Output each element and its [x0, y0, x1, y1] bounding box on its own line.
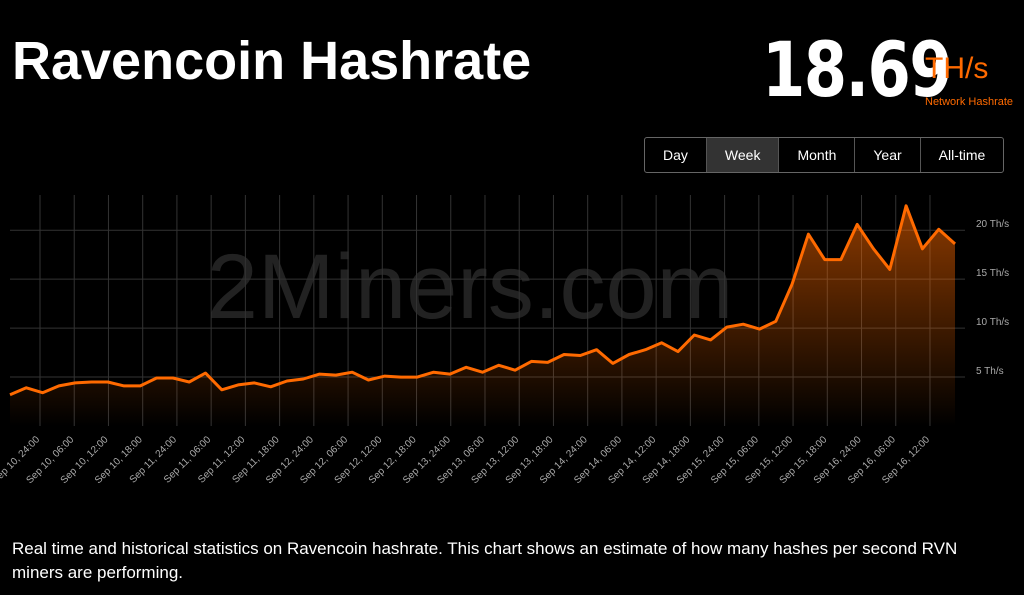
description: Real time and historical statistics on R…	[12, 539, 958, 582]
range-button[interactable]: All-time	[919, 138, 1004, 172]
y-tick-label: 5 Th/s	[976, 366, 1004, 377]
area	[10, 205, 955, 426]
range-button[interactable]: Month	[778, 138, 854, 172]
y-tick-label: 10 Th/s	[976, 317, 1009, 328]
y-tick-label: 15 Th/s	[976, 268, 1009, 279]
range-button[interactable]: Year	[854, 138, 919, 172]
range-selector: Day Week Month Year All-time	[644, 137, 1005, 173]
hashrate-caption: Network Hashrate	[925, 96, 1014, 108]
hashrate-unit: TH/s	[925, 52, 989, 85]
range-button[interactable]: Week	[705, 138, 779, 172]
y-tick-label: 20 Th/s	[976, 219, 1009, 230]
range-button[interactable]: Day	[663, 147, 688, 163]
watermark: 2Miners.com	[207, 236, 734, 338]
page-title: Ravencoin Hashrate	[12, 31, 532, 91]
hashrate-value: 18.69	[762, 25, 953, 114]
line	[9, 204, 957, 397]
